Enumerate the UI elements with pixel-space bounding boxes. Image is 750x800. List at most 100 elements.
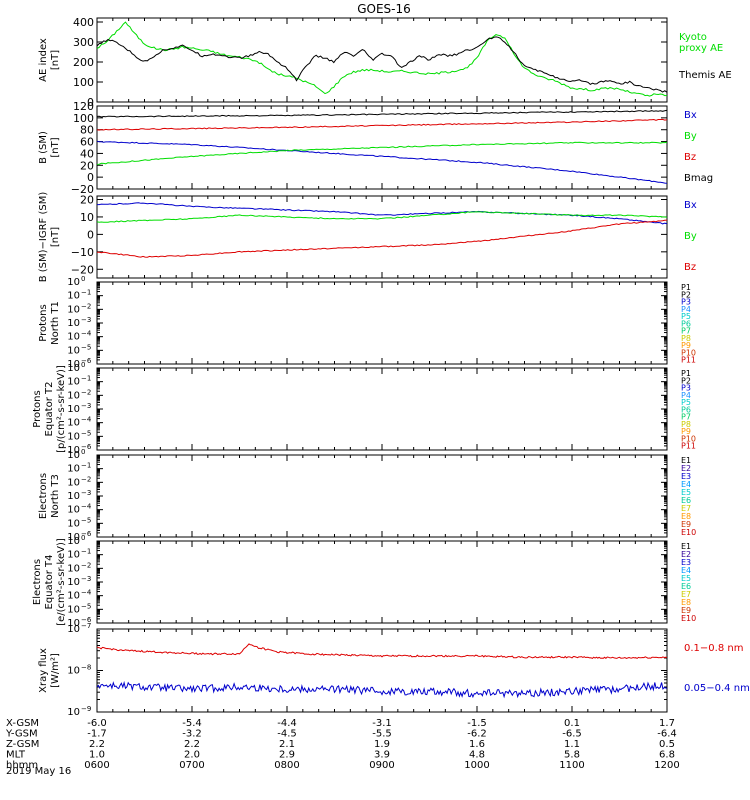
y-tick-label: 10 (67, 277, 80, 288)
y-tick-exponent: −6 (81, 357, 92, 365)
channel-label: E1 (681, 542, 691, 551)
series-line-bx (97, 202, 668, 225)
y-tick-exponent: −6 (81, 443, 92, 451)
x-tick-label: -4.4 (277, 718, 297, 729)
channel-label: E4 (681, 480, 691, 489)
y-tick-exponent: −5 (81, 516, 91, 524)
x-tick-label: 0900 (369, 760, 394, 771)
y-axis-label: Electrons (38, 473, 49, 519)
channel-label: P4 (681, 305, 691, 314)
y-tick-label: 10 (67, 624, 80, 635)
y-tick-label: 10 (67, 491, 80, 502)
panel-frame (96, 17, 668, 103)
channel-label: P1 (681, 283, 691, 292)
x-tick-label: 1.0 (89, 750, 105, 761)
panel-frame (96, 540, 668, 624)
channel-label: P3 (681, 298, 691, 307)
x-row-name: MLT (6, 750, 26, 761)
y-tick-exponent: −1 (81, 289, 91, 297)
channel-label: P10 (681, 348, 696, 357)
series-label: Bz (684, 152, 696, 163)
channel-label: P1 (681, 369, 691, 378)
channel-label: E4 (681, 566, 691, 575)
channel-label: E6 (681, 582, 691, 591)
y-axis-label: Protons (38, 304, 49, 341)
panel-frame (96, 281, 668, 365)
x-tick-label: 1.9 (374, 739, 390, 750)
x-tick-label: 2.9 (279, 750, 295, 761)
channel-label: P8 (681, 334, 691, 343)
panel-frame (96, 628, 668, 713)
x-tick-label: -4.5 (277, 729, 297, 740)
channel-label: P11 (681, 442, 696, 451)
channel-label: E9 (681, 606, 691, 615)
channel-label: P11 (681, 356, 696, 365)
y-tick-exponent: −7 (81, 622, 91, 630)
x-row-name: hhmm (6, 760, 38, 771)
y-axis-label: Protons (32, 390, 43, 427)
x-tick-label: 1100 (559, 760, 584, 771)
channel-label: E3 (681, 472, 691, 481)
x-tick-label: -6.2 (467, 729, 487, 740)
series-line-0-1-0-8-nm (96, 643, 668, 659)
y-tick-exponent: −6 (81, 530, 92, 538)
series-label: Kyoto (679, 32, 707, 43)
y-tick-label: 0 (87, 96, 94, 109)
y-axis-label: [nT] (50, 50, 61, 70)
x-tick-label: -6.4 (657, 729, 677, 740)
series-label: By (684, 131, 697, 142)
panel-frame (96, 367, 668, 451)
channel-label: P5 (681, 398, 691, 407)
panel-bigrf: −20 −10 0 10 20 B (SM)−IGRF (SM) [nT] Bx By Bz (38, 192, 697, 283)
x-tick-label: 2.0 (184, 750, 200, 761)
series-line-bmag (96, 109, 668, 118)
y-axis-label: Equator T2 (44, 382, 55, 437)
channel-label: E2 (681, 550, 691, 559)
x-tick-label: 2.1 (279, 739, 295, 750)
series-label: Bx (684, 110, 697, 121)
y-tick-exponent: −2 (81, 475, 91, 483)
x-tick-label: -1.7 (87, 729, 107, 740)
y-tick-exponent: −3 (81, 489, 91, 497)
y-tick-label: 10 (67, 563, 80, 574)
channel-label: E1 (681, 456, 691, 465)
x-tick-label: -1.5 (467, 718, 487, 729)
y-tick-label: 10 (67, 577, 80, 588)
y-tick-exponent: −1 (81, 375, 91, 383)
series-label: 0.1−0.8 nm (684, 643, 743, 654)
channel-label: P5 (681, 312, 691, 321)
y-tick-label: −20 (71, 263, 94, 276)
x-tick-label: 5.8 (564, 750, 580, 761)
y-tick-label: 10 (67, 618, 80, 629)
y-tick-label: 60 (80, 136, 94, 149)
panel-frame (96, 454, 668, 538)
y-axis-label: Xray flux (38, 648, 49, 693)
y-tick-exponent: 0 (81, 275, 85, 283)
y-tick-exponent: −5 (81, 343, 91, 351)
series-label: proxy AE (679, 43, 723, 54)
y-tick-label: 200 (73, 56, 94, 69)
y-axis-label: B (SM)−IGRF (SM) (38, 192, 49, 283)
y-tick-label: 10 (67, 450, 80, 461)
x-row-name: X-GSM (6, 718, 39, 729)
y-tick-label: 120 (73, 100, 94, 113)
channel-label: E9 (681, 520, 691, 529)
x-tick-label: 0700 (179, 760, 204, 771)
y-tick-label: 10 (67, 291, 80, 302)
y-tick-label: 10 (80, 211, 94, 224)
series-label: By (684, 231, 697, 242)
y-tick-exponent: 0 (81, 448, 85, 456)
y-tick-label: 10 (67, 363, 80, 374)
y-tick-label: 10 (67, 518, 80, 529)
y-tick-exponent: −4 (81, 330, 92, 338)
y-axis-label: [W/m²] (50, 653, 61, 688)
y-axis-label: North T1 (50, 301, 61, 345)
series-label: Bmag (684, 173, 713, 184)
series-line-by (96, 211, 668, 223)
y-tick-exponent: −4 (81, 416, 92, 424)
x-tick-label: 4.8 (469, 750, 485, 761)
y-tick-label: 10 (67, 304, 80, 315)
y-tick-label: 10 (67, 604, 80, 615)
series-line-kyoto-proxy-ae (96, 21, 668, 97)
